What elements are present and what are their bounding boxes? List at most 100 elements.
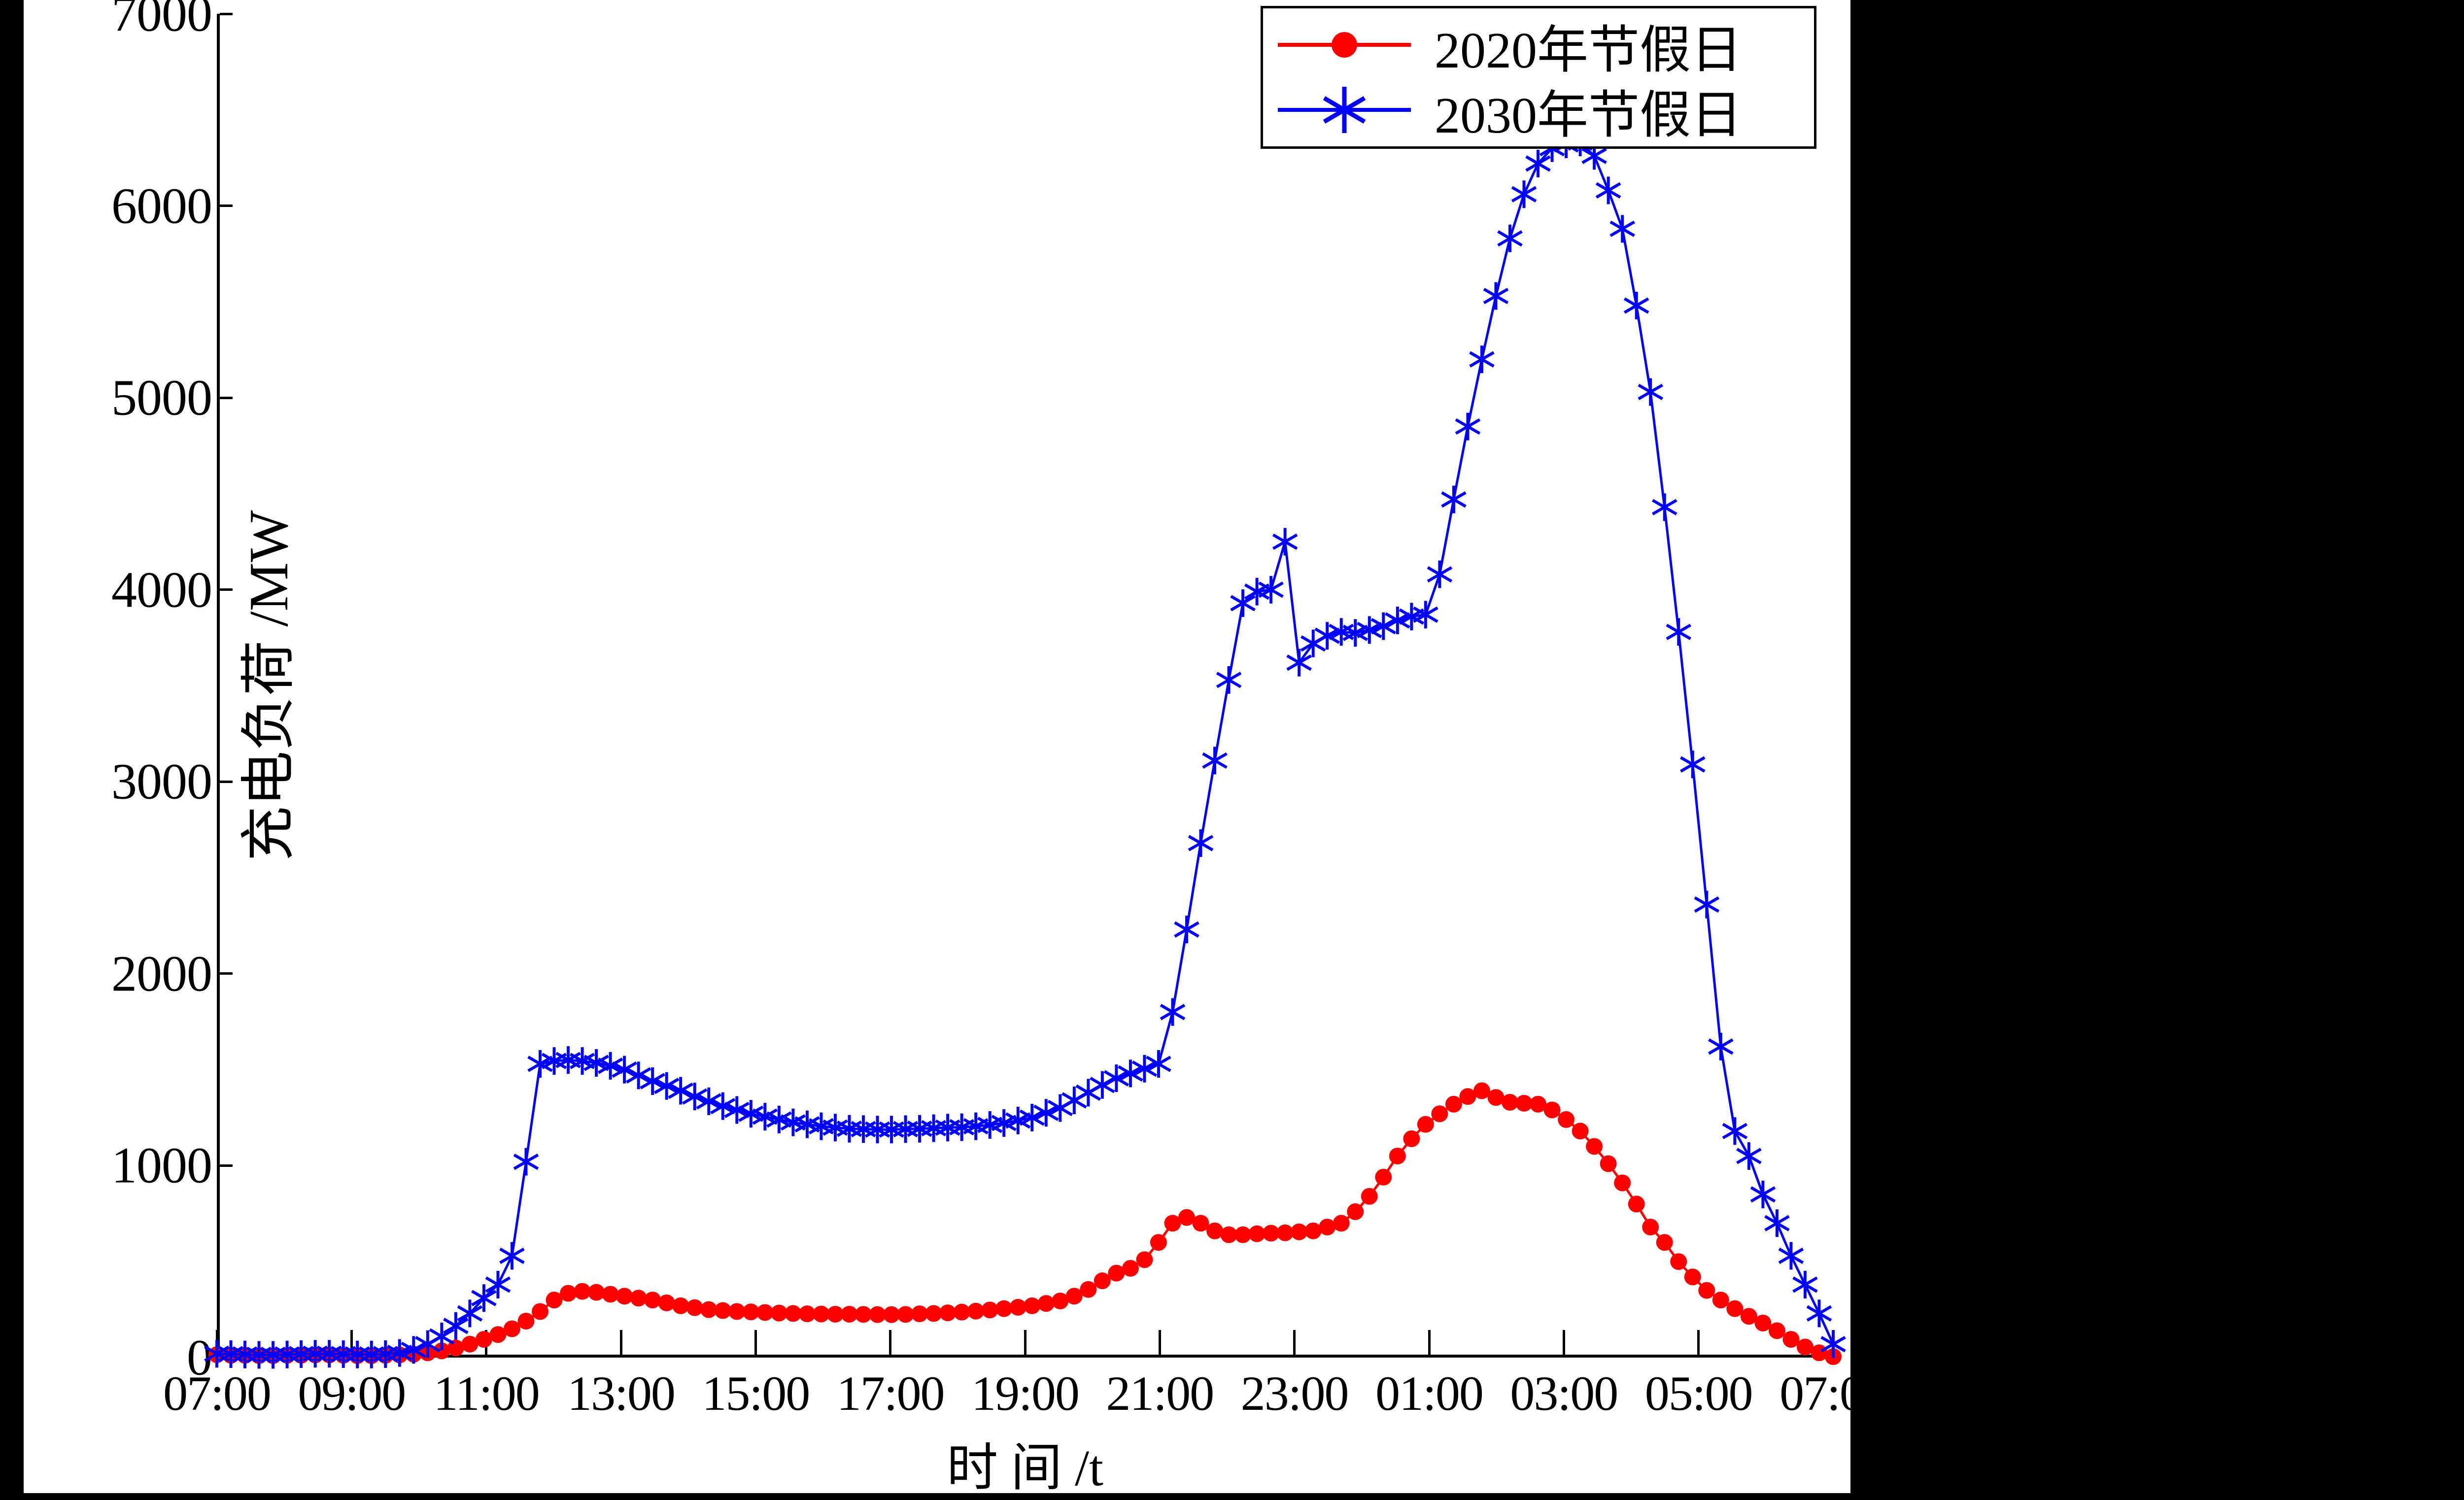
asterisk-marker [1131, 1055, 1158, 1083]
asterisk-marker [1609, 215, 1635, 243]
circle-marker [1319, 1219, 1336, 1236]
x-tick-label: 23:00 [1240, 1366, 1349, 1421]
circle-marker [1375, 1168, 1392, 1186]
plot-area: 0 1000 2000 3000 4000 5000 6000 7000 07:00 09:00… [111, 0, 1888, 1497]
legend-item-2020[interactable]: 2020年节假日 [1273, 12, 1814, 79]
asterisk-marker [1778, 1242, 1804, 1270]
circle-marker [1052, 1293, 1069, 1310]
circle-marker [630, 1290, 647, 1307]
asterisk-marker [1427, 560, 1453, 588]
asterisk-marker [1525, 149, 1551, 177]
circle-marker [1811, 1344, 1828, 1362]
legend-item-2030[interactable]: 2030年节假日 [1273, 77, 1814, 144]
asterisk-marker [1033, 1099, 1059, 1127]
asterisk-marker [499, 1242, 525, 1270]
circle-marker [1502, 1093, 1518, 1111]
asterisk-marker [1370, 612, 1397, 640]
y-tick-mark [220, 12, 233, 15]
circle-marker [1361, 1188, 1378, 1205]
asterisk-marker [710, 1092, 736, 1120]
circle-marker [672, 1297, 689, 1314]
circle-marker [1459, 1088, 1476, 1105]
circle-marker [1487, 1089, 1505, 1106]
asterisk-marker [1314, 622, 1340, 650]
circle-marker [1628, 1195, 1645, 1213]
circle-marker [1712, 1292, 1729, 1309]
asterisk-marker [1146, 1050, 1171, 1078]
asterisk-marker [640, 1067, 665, 1095]
asterisk-marker [1118, 1059, 1143, 1088]
circle-marker [1009, 1298, 1027, 1316]
y-tick-label: 4000 [111, 561, 212, 618]
circle-marker [489, 1326, 507, 1343]
circle-marker [1586, 1138, 1603, 1155]
asterisk-marker [387, 1339, 412, 1367]
x-axis-line [217, 1355, 1833, 1358]
circle-marker [1403, 1130, 1420, 1147]
circle-marker [1164, 1215, 1181, 1232]
asterisk-marker [1160, 998, 1186, 1026]
asterisk-marker [766, 1105, 792, 1133]
circle-marker [461, 1335, 479, 1353]
x-tick-mark [350, 1330, 353, 1355]
x-tick-label: 15:00 [702, 1366, 810, 1421]
asterisk-marker [1216, 666, 1242, 694]
asterisk-marker [1230, 589, 1256, 617]
asterisk-marker [1005, 1106, 1031, 1134]
circle-marker [1796, 1338, 1814, 1356]
circle-marker [546, 1292, 563, 1309]
circle-marker [1122, 1260, 1139, 1277]
asterisk-marker [1722, 1117, 1748, 1145]
asterisk-marker [1666, 618, 1692, 646]
circle-marker [532, 1303, 548, 1320]
x-tick-label: 21:00 [1106, 1366, 1214, 1421]
circle-marker [1389, 1147, 1406, 1164]
asterisk-marker [1736, 1142, 1762, 1170]
circle-marker [1600, 1155, 1617, 1172]
circle-marker [1684, 1268, 1701, 1286]
y-tick-mark [220, 588, 233, 591]
legend-swatch-2030 [1273, 83, 1416, 137]
x-tick-label: 13:00 [567, 1366, 676, 1421]
asterisk-marker [738, 1100, 764, 1128]
series-2020 [208, 1082, 1842, 1365]
y-tick-label: 6000 [111, 177, 212, 235]
circle-marker [1150, 1234, 1167, 1251]
circle-marker [1515, 1094, 1533, 1112]
asterisk-marker [1806, 1299, 1832, 1328]
circle-marker [1220, 1226, 1237, 1243]
circle-marker [616, 1288, 633, 1305]
circle-marker [953, 1303, 970, 1321]
series-line [216, 141, 1835, 1356]
y-axis-title: 充电负荷 /MW [239, 510, 300, 861]
circle-marker [1333, 1215, 1350, 1232]
asterisk-marker [597, 1052, 623, 1080]
y-tick-label: 3000 [111, 753, 212, 810]
circle-marker [841, 1305, 858, 1323]
circle-marker [925, 1305, 942, 1322]
circle-marker [855, 1306, 872, 1323]
x-tick-mark [619, 1330, 622, 1355]
x-tick-label: 03:00 [1510, 1366, 1618, 1421]
series-line [216, 1089, 1834, 1358]
x-tick-mark [1697, 1330, 1700, 1355]
circle-marker [785, 1305, 802, 1322]
asterisk-marker [457, 1299, 483, 1328]
x-tick-mark [1562, 1330, 1565, 1355]
data-series-layer [204, 129, 1846, 1369]
chart-legend[interactable]: 2020年节假日 2030年节假日 [1261, 6, 1816, 149]
x-tick-label: 07:00 [1780, 1366, 1888, 1421]
legend-label-2020: 2020年节假日 [1435, 22, 1743, 79]
circle-marker [433, 1342, 450, 1360]
x-tick-mark [1024, 1330, 1027, 1355]
asterisk-marker [668, 1077, 693, 1105]
circle-marker [1347, 1203, 1364, 1220]
circle-marker [1080, 1281, 1097, 1298]
circle-marker [517, 1312, 535, 1330]
y-axis-line [217, 14, 220, 1358]
circle-marker [869, 1306, 886, 1323]
circle-marker [1768, 1322, 1785, 1339]
circle-marker [981, 1301, 998, 1319]
circle-marker [756, 1304, 774, 1321]
circle-marker [742, 1303, 759, 1321]
